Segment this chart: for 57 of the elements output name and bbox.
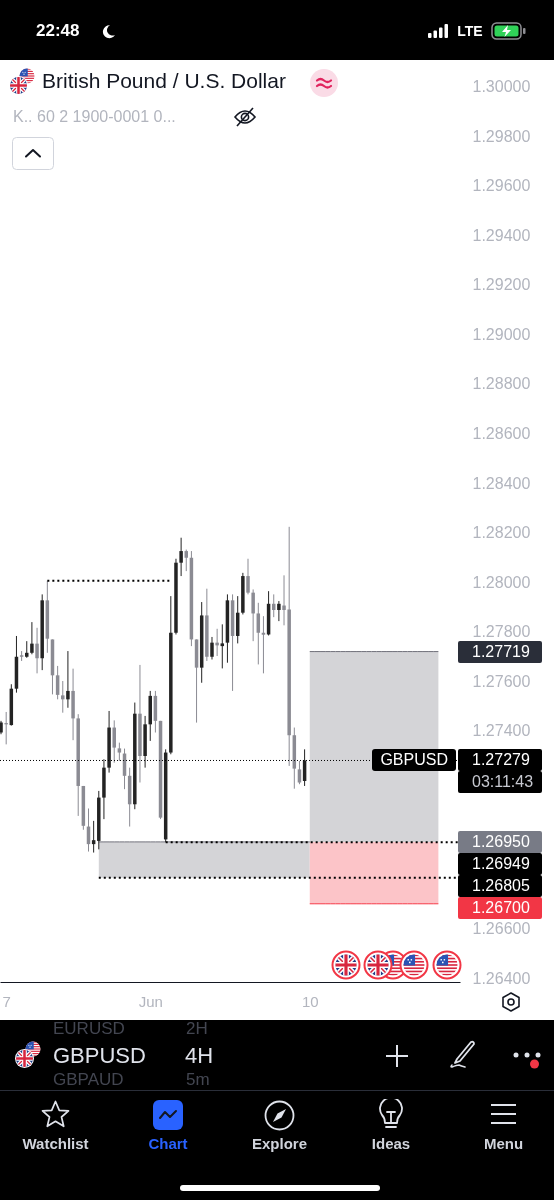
text: Menu (483, 1135, 524, 1153)
candlestick (30, 621, 34, 655)
y-tick-label: 1.28600 (472, 425, 531, 442)
ref-line-label: 1.27279 (458, 749, 542, 772)
y-tick-label: 1.27400 (472, 722, 531, 740)
candlestick (277, 600, 281, 622)
candlestick (297, 760, 302, 785)
candlestick (117, 742, 122, 762)
chart-title: British Pound / U.S. Dollar (42, 68, 286, 94)
y-tick-label: 1.29000 (472, 326, 531, 343)
y-tick-label: 1.30000 (472, 78, 531, 96)
candlestick (35, 627, 39, 674)
text: Chart (148, 1135, 188, 1153)
candlestick (66, 650, 70, 709)
y-tick-label: 1.29200 (472, 276, 531, 294)
y-tick-label: 1.29800 (472, 127, 531, 145)
y-tick-label: 1.26400 (472, 969, 531, 987)
y-tick-label: 1.28800 (472, 375, 531, 393)
text: GBPAUD (53, 1069, 124, 1091)
candlestick (184, 549, 189, 572)
text: 22:48 (36, 20, 80, 42)
text: GBPUSD (53, 1042, 146, 1070)
y-tick-label: 1.26600 (472, 920, 531, 938)
text: Watchlist (22, 1135, 89, 1153)
candlestick (112, 719, 116, 764)
text: 1.26949 (458, 852, 542, 875)
text: 1.26700 (458, 896, 542, 919)
candlestick (246, 558, 250, 595)
y-tick-label: 1.28200 (472, 524, 531, 542)
y-tick-label: 1.29600 (472, 177, 531, 195)
annotation: GBPUSD (372, 749, 456, 772)
candlestick (4, 711, 8, 745)
text: 2H (186, 1018, 208, 1040)
text: Explore (251, 1135, 308, 1153)
x-tick-label: 10 (301, 992, 319, 1010)
candlestick (220, 623, 225, 669)
text: 03:11:43 (458, 771, 542, 794)
candlestick (251, 588, 255, 642)
y-tick-label: 1.29400 (472, 226, 531, 244)
text: 1.27719 (458, 640, 542, 663)
x-tick-label: 7 (2, 992, 11, 1010)
text: 1.26950 (458, 830, 542, 853)
y-tick-label: 1.28000 (472, 573, 531, 591)
candlestick (210, 636, 214, 660)
text: 5m (186, 1069, 210, 1091)
text: 1.26805 (458, 874, 542, 897)
text: K.. 60 2 1900-0001 0... (13, 107, 176, 127)
text: EURUSD (53, 1018, 125, 1040)
candlestick (179, 537, 183, 577)
candlestick (61, 680, 65, 714)
text: Ideas (371, 1135, 411, 1153)
y-tick-label: 1.28400 (472, 474, 531, 492)
y-tick-label: 1.27600 (472, 672, 531, 690)
text: 4H (185, 1042, 214, 1070)
y-tick-label: 1.27800 (472, 623, 531, 641)
text: LTE (457, 22, 483, 40)
x-tick-label: Jun (138, 992, 163, 1010)
